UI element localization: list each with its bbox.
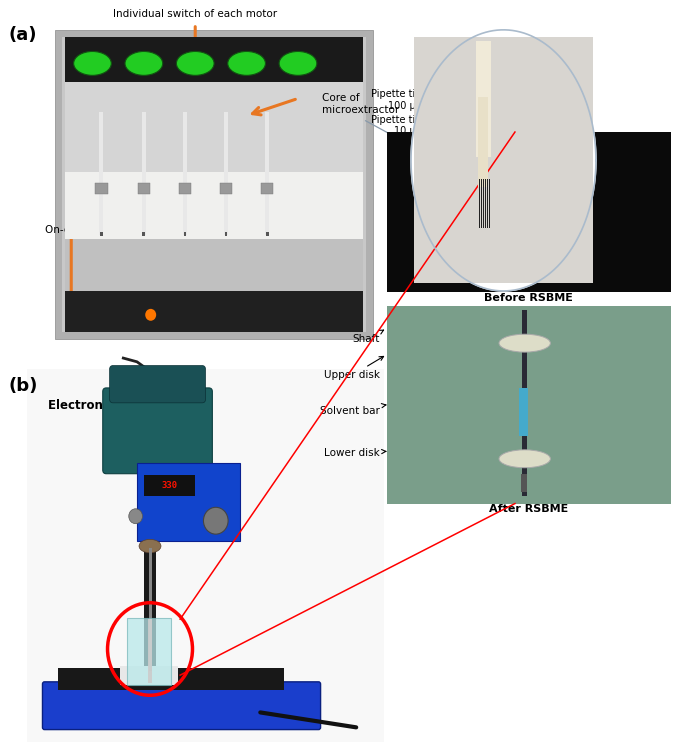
Bar [0,358,685,746]
Bar [144,475,195,496]
Bar [65,239,363,295]
FancyBboxPatch shape [110,366,206,403]
Bar [65,37,363,82]
Bar [485,179,486,228]
FancyBboxPatch shape [42,682,321,730]
Bar [521,136,527,285]
Text: (b): (b) [8,377,38,395]
Bar [483,179,484,228]
Bar [519,388,528,436]
Text: Before RSBME: Before RSBME [484,293,573,303]
Ellipse shape [499,450,551,468]
Text: Core of
microextractor: Core of microextractor [322,93,399,115]
Bar [183,112,187,235]
Bar [149,548,152,671]
Text: Individual switch of each motor: Individual switch of each motor [113,9,277,19]
Bar [514,143,534,162]
Bar [414,37,593,283]
Bar [65,172,363,239]
Text: On-off switch: On-off switch [45,225,114,235]
Bar [142,112,146,235]
Text: Sorbent
(1.0 mm diameter): Sorbent (1.0 mm diameter) [458,236,549,257]
Text: Solvent bar: Solvent bar [321,404,386,416]
Bar [58,668,284,690]
Ellipse shape [139,539,161,553]
Bar [179,183,191,194]
Bar [387,306,671,504]
Text: After RSBME: After RSBME [489,504,569,514]
Bar [220,183,232,194]
Ellipse shape [495,246,553,267]
Bar [100,232,103,236]
Bar [476,41,491,157]
Bar [479,179,480,228]
Bar [521,474,527,492]
Bar [65,291,363,332]
Bar [95,183,108,194]
Text: Sorbent
(0.90 cm length): Sorbent (0.90 cm length) [501,133,657,154]
Bar [62,37,366,332]
Text: Lower disk: Lower disk [325,448,386,458]
Bar [120,666,178,685]
Bar [0,0,685,358]
Bar [65,45,363,295]
Ellipse shape [499,334,551,352]
Ellipse shape [125,51,163,75]
Bar [478,97,488,186]
Bar [266,232,269,236]
Text: Shaft: Shaft [353,330,384,345]
Ellipse shape [74,51,111,75]
Text: Pipette tip
10 μL: Pipette tip 10 μL [371,106,479,136]
Bar [261,183,273,194]
Bar [265,112,269,235]
Text: Pipette tip
100 μL: Pipette tip 100 μL [371,78,480,110]
Ellipse shape [177,51,214,75]
Bar [144,388,156,686]
Bar [387,132,671,292]
Ellipse shape [227,51,265,75]
Text: (a): (a) [8,26,37,44]
Text: 330: 330 [162,481,178,490]
Circle shape [203,507,228,534]
Bar [489,179,490,228]
Ellipse shape [145,309,156,321]
Ellipse shape [495,163,553,184]
Bar [184,232,186,236]
Text: Upper disk: Upper disk [324,357,384,380]
Bar [481,179,482,228]
Bar [142,232,145,236]
Bar [522,310,527,496]
Bar [487,179,488,228]
FancyBboxPatch shape [103,388,212,474]
Bar [138,183,150,194]
Bar [148,619,152,683]
Bar [55,30,373,339]
Bar [127,618,171,685]
Polygon shape [411,30,596,291]
Bar [137,463,240,541]
Text: Electronic motor: Electronic motor [48,398,158,415]
Bar [225,232,227,236]
Bar [99,112,103,235]
Bar [514,251,534,266]
Ellipse shape [279,51,316,75]
Bar [224,112,228,235]
Circle shape [129,509,142,524]
Bar [27,369,384,742]
